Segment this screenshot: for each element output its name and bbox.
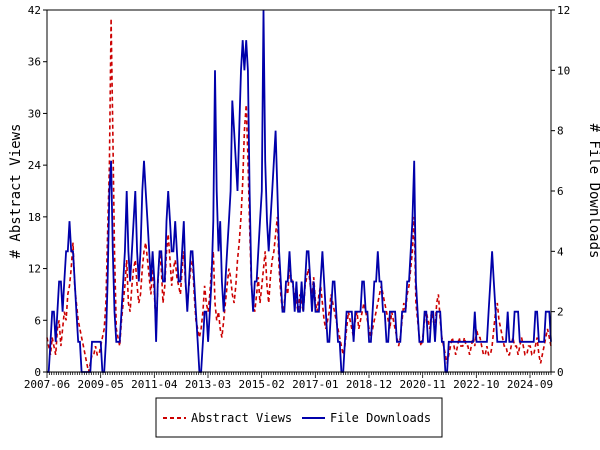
series-file-downloads-line <box>47 9 552 373</box>
left-tick-label: 36 <box>28 56 41 69</box>
x-tick-label: 2013-03 <box>185 378 231 391</box>
right-tick-label: 12 <box>557 4 570 17</box>
left-tick-label: 6 <box>34 314 41 327</box>
right-axis-title: # File Downloads <box>586 124 600 259</box>
left-axis-title: # Abstract Views <box>8 124 24 259</box>
legend-label-abstract-views: Abstract Views <box>191 411 292 425</box>
left-tick-label: 12 <box>28 263 41 276</box>
left-y-axis: 0 6 12 18 24 30 36 42 <box>28 4 47 379</box>
x-axis: 2007-06 2009-05 2011-04 2013-03 2015-02 2017-… <box>24 372 553 391</box>
left-tick-label: 30 <box>28 107 41 120</box>
x-tick-label: 2024-09 <box>507 378 553 391</box>
right-tick-label: 0 <box>557 366 564 379</box>
x-tick-label: 2007-06 <box>24 378 70 391</box>
right-tick-label: 10 <box>557 64 570 77</box>
x-tick-label: 2020-11 <box>399 378 445 391</box>
x-tick-label: 2017-01 <box>292 378 338 391</box>
left-tick-label: 42 <box>28 4 41 17</box>
right-tick-label: 2 <box>557 306 564 319</box>
right-tick-label: 8 <box>557 125 564 138</box>
plot-area <box>46 9 552 373</box>
right-tick-label: 4 <box>557 245 564 258</box>
x-tick-label: 2015-02 <box>238 378 284 391</box>
right-y-axis: 0 2 4 6 8 10 12 <box>551 4 570 379</box>
legend-box <box>155 397 443 438</box>
legend-label-file-downloads: File Downloads <box>330 411 431 425</box>
left-tick-label: 24 <box>28 159 42 172</box>
x-tick-label: 2018-12 <box>346 378 392 391</box>
x-tick-label: 2009-05 <box>77 378 123 391</box>
legend: Abstract Views File Downloads <box>155 397 443 438</box>
series-abstract-views-line <box>46 18 552 373</box>
left-tick-label: 0 <box>34 366 41 379</box>
x-tick-label: 2011-04 <box>131 378 178 391</box>
x-tick-label: 2022-10 <box>453 378 499 391</box>
left-tick-label: 18 <box>28 211 41 224</box>
right-tick-label: 6 <box>557 185 564 198</box>
